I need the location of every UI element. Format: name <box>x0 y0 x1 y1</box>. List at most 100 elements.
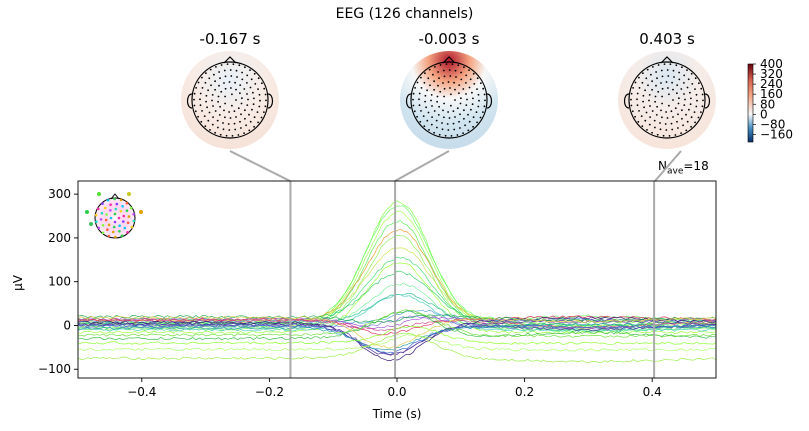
sensor-dot <box>444 134 447 137</box>
channel-trace-28 <box>78 332 716 364</box>
inset-sensor-dot <box>113 197 116 201</box>
sensor-dot <box>477 105 480 108</box>
sensor-dot <box>420 76 422 79</box>
inset-sensor-dot <box>99 218 103 221</box>
inset-sensor-dot <box>95 220 98 223</box>
sensor-dot <box>259 99 261 102</box>
sensor-dot <box>234 128 237 131</box>
sensor-dot <box>685 113 687 116</box>
sensor-dot <box>247 98 249 101</box>
sensor-dot <box>201 76 203 79</box>
sensor-dot <box>442 69 445 72</box>
sensor-dot <box>690 125 692 128</box>
sensor-dot <box>676 84 679 86</box>
sensor-dot <box>630 104 633 107</box>
sensor-dot <box>696 99 698 102</box>
sensor-dot <box>482 87 485 90</box>
sensor-dot <box>668 104 670 107</box>
sensor-dot <box>450 135 453 137</box>
sensor-dot <box>244 109 246 112</box>
sensor-dot <box>472 97 474 100</box>
inset-sensor-dot <box>119 209 123 213</box>
sensor-dot <box>638 76 640 79</box>
channel-trace-29 <box>78 309 716 338</box>
inset-sensor-dot <box>114 235 117 239</box>
sensor-dot <box>243 132 245 134</box>
inset-sensor-dot <box>119 198 123 202</box>
sensor-dot <box>438 105 440 108</box>
y-tick-label: 0 <box>63 318 71 332</box>
sensor-dot <box>224 116 226 119</box>
sensor-dot <box>681 66 683 69</box>
sensor-dot <box>447 129 450 131</box>
sensor-dot <box>253 116 256 119</box>
sensor-dot <box>638 87 641 89</box>
sensor-dot <box>463 117 465 120</box>
sensor-dot <box>244 66 246 69</box>
sensor-dot <box>248 129 251 132</box>
connector-line-3 <box>654 150 682 182</box>
channel-trace-22 <box>78 324 716 354</box>
sensor-dot <box>677 113 679 116</box>
sensor-dot <box>454 116 456 118</box>
sensor-dot <box>245 124 247 127</box>
sensor-dot <box>454 69 457 72</box>
sensor-dot <box>235 116 237 118</box>
sensor-dot <box>654 126 656 129</box>
sensor-dot <box>478 99 480 102</box>
sensor-dot <box>452 122 455 125</box>
sensor-dot <box>702 99 704 102</box>
sensor-dot <box>443 87 446 90</box>
sensor-dot <box>435 119 438 122</box>
sensor-dot <box>443 75 446 78</box>
sensor-dot <box>228 111 230 113</box>
colorbar-tick-label: 320 <box>760 67 783 81</box>
sensor-dot <box>249 86 252 89</box>
x-tick-label: 0.0 <box>387 385 406 399</box>
sensor-dot <box>641 125 644 128</box>
x-tick-label: 0.4 <box>643 385 662 399</box>
sensor-dot <box>645 111 648 114</box>
inset-sensor-dot <box>122 220 125 223</box>
connector-line-2 <box>394 150 450 182</box>
sensor-dot <box>654 100 656 103</box>
inset-sensor-dot <box>111 230 115 234</box>
sensor-dot <box>665 129 668 131</box>
inset-sensor-dot <box>112 225 116 229</box>
sensor-dot <box>681 117 683 120</box>
sensor-dot <box>656 77 658 80</box>
sensor-dot <box>433 88 435 91</box>
sensor-dot <box>684 98 686 101</box>
channel-trace-1 <box>78 200 716 325</box>
sensor-dot <box>641 81 644 84</box>
sensor-dot <box>199 98 201 101</box>
sensor-dot <box>451 63 454 66</box>
sensor-dot <box>683 93 685 95</box>
inset-sensor-dot <box>109 203 112 206</box>
sensor-dot <box>467 129 470 132</box>
sensor-dot <box>468 86 471 89</box>
sensor-dot <box>197 81 200 84</box>
sensor-dot <box>412 98 414 101</box>
sensor-dot <box>235 99 237 101</box>
sensor-dot <box>672 69 675 72</box>
sensor-dot <box>642 94 645 97</box>
sensor-dot <box>209 129 211 131</box>
sensor-dot <box>205 100 207 103</box>
sensor-dot <box>468 120 471 123</box>
sensor-dot <box>412 92 415 95</box>
sensor-dot <box>667 75 670 77</box>
inset-sensor-dot <box>127 215 131 218</box>
channel-trace-2 <box>78 205 716 324</box>
sensor-dot <box>649 116 651 118</box>
sensor-dot <box>235 88 237 91</box>
sensor-dot <box>690 72 693 75</box>
inset-sensor-dot <box>117 216 121 220</box>
sensor-dot <box>668 93 670 96</box>
sensor-dot <box>680 132 682 134</box>
sensor-dot <box>217 95 220 98</box>
sensor-dot <box>228 129 231 131</box>
sensor-dot <box>668 135 671 137</box>
